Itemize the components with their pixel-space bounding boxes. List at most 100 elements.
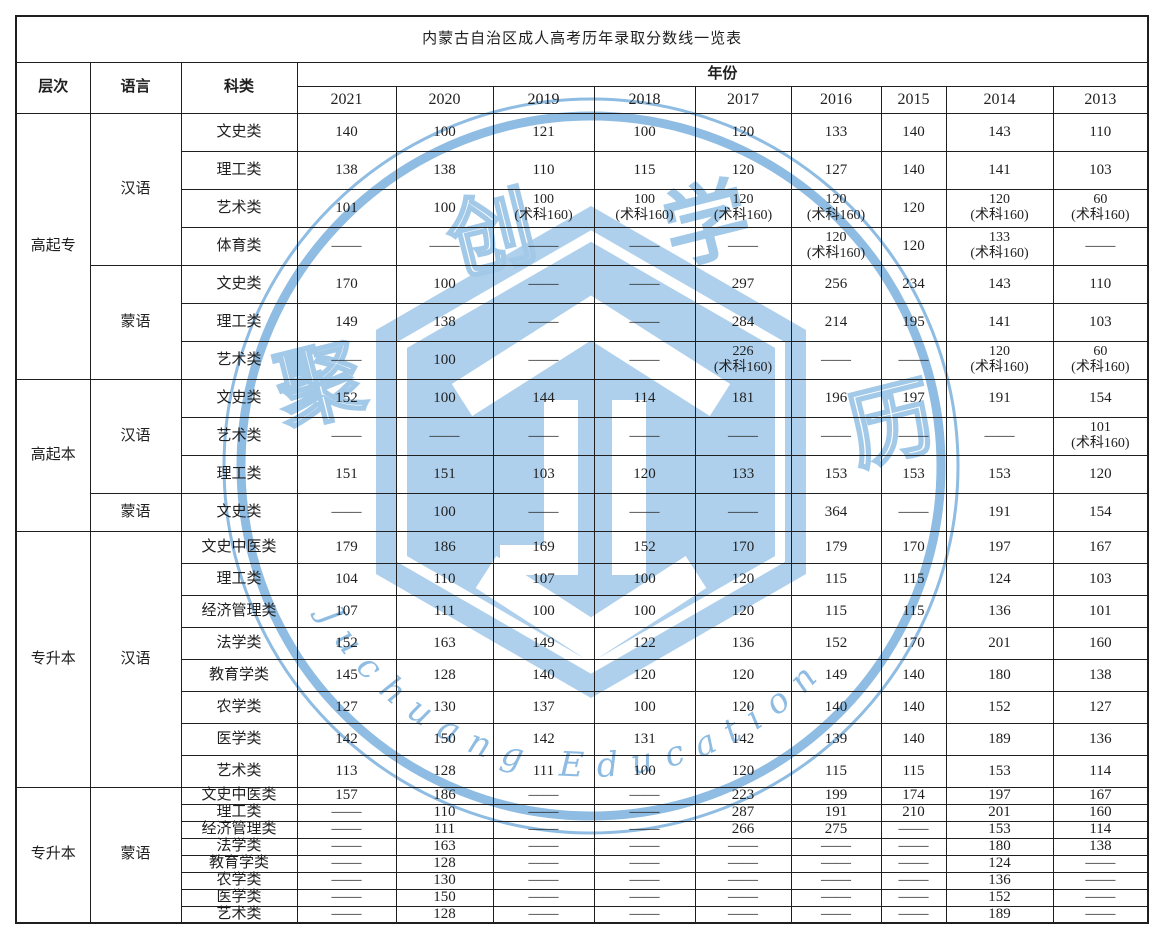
score-cell: —— [593,854,696,873]
score-cell: —— [1052,871,1149,890]
score-cell: 113 [296,754,397,788]
score-cell: 181 [694,378,792,418]
score-cell: 115 [790,594,882,628]
year-header-2015: 2015 [880,85,947,114]
score-cell: 201 [945,803,1054,822]
score-cell: 199 [790,786,882,805]
score-cell: 149 [790,658,882,692]
score-cell: 128 [395,854,494,873]
score-cell: 151 [296,454,397,494]
score-cell: —— [694,492,792,532]
score-cell: —— [296,340,397,380]
score-cell: 101 [1052,594,1149,628]
score-cell: —— [694,226,792,266]
score-cell: —— [593,888,696,907]
score-cell: 160 [1052,803,1149,822]
score-table-body: 高起专 汉语 文史类 140 100 121 100 120 133 140 143 110 理工类 13… [15,112,1149,924]
score-cell: 364 [790,492,882,532]
score-cell: —— [296,803,397,822]
score-cell: 169 [492,530,595,564]
page-title: 内蒙古自治区成人高考历年录取分数线一览表 [15,15,1149,63]
score-cell: 214 [790,302,882,342]
table-row: 艺术类 —— 100 —— —— 226 (术科160) —— —— 120 (术科160) 60… [16,340,1149,380]
score-cell: 179 [790,530,882,564]
score-cell: 100 [593,562,696,596]
score-cell: —— [880,340,947,380]
score-cell: 103 [1052,150,1149,190]
score-cell: 170 [880,626,947,660]
score-cell: 107 [492,562,595,596]
score-cell: —— [790,854,882,873]
score-cell: —— [694,905,792,924]
score-cell: 122 [593,626,696,660]
score-cell: 120 [694,562,792,596]
table-row: 教育学类 145 128 140 120 120 149 140 180 138 [16,658,1149,692]
score-cell: —— [880,871,947,890]
table-row: 法学类 —— 163 —— —— —— —— —— 180 138 [16,837,1149,856]
score-cell: —— [593,492,696,532]
score-cell: 120 [694,754,792,788]
score-cell: 100 [395,264,494,304]
score-cell: 130 [395,690,494,724]
subject-cell: 文史类 [180,264,298,304]
score-cell: —— [492,340,595,380]
year-header-2014: 2014 [945,85,1054,114]
score-cell: —— [880,820,947,839]
score-cell: 189 [945,722,1054,756]
table-row: 蒙语 文史类 —— 100 —— —— —— 364 —— 191 154 [16,492,1149,532]
subject-cell: 艺术类 [180,340,298,380]
subject-cell: 农学类 [180,690,298,724]
score-cell: 297 [694,264,792,304]
table-row: 高起本 汉语 文史类 152 100 144 114 181 196 197 191 154 [15,378,1149,532]
subject-cell: 艺术类 [180,416,298,456]
score-cell: 170 [880,530,947,564]
score-cell: 60 (术科160) [1052,340,1149,380]
score-cell: 100 [492,594,595,628]
subject-cell: 理工类 [180,454,298,494]
subject-cell: 文史类 [180,112,298,152]
score-cell: 120 [694,112,792,152]
year-header-2018: 2018 [593,85,696,114]
score-cell: 140 [880,658,947,692]
score-cell: 142 [694,722,792,756]
score-cell: —— [492,871,595,890]
language-cell: 蒙语 [89,264,182,380]
score-cell: 149 [492,626,595,660]
score-cell: 141 [945,150,1054,190]
subject-cell: 法学类 [180,837,298,856]
table-row: 教育学类 —— 128 —— —— —— —— —— 124 —— [16,854,1149,873]
score-cell: 121 [492,112,595,152]
score-cell: 140 [880,690,947,724]
table-row: 高起专 汉语 文史类 140 100 121 100 120 133 140 143 110 [15,112,1149,380]
score-cell: 180 [945,837,1054,856]
score-cell: 140 [880,150,947,190]
level-cell: 高起专 [15,112,91,380]
score-cell: —— [296,837,397,856]
score-cell: 110 [1052,264,1149,304]
score-cell: 197 [945,530,1054,564]
score-cell: 120 (术科160) [694,188,792,228]
score-cell: 107 [296,594,397,628]
score-cell: 127 [1052,690,1149,724]
score-cell: —— [593,416,696,456]
score-cell: —— [945,416,1054,456]
score-cell: 115 [880,562,947,596]
score-cell: 189 [945,905,1054,924]
score-cell: 100 [395,378,494,418]
level-cell: 专升本 [15,786,91,924]
score-cell: 120 (术科160) [790,226,882,266]
table-row: 经济管理类 107 111 100 100 120 115 115 136 101 [16,594,1149,628]
score-cell: —— [593,820,696,839]
score-cell: 152 [593,530,696,564]
score-cell: 120 [593,658,696,692]
table-row: 艺术类 101 100 100 (术科160) 100 (术科160) 120 (术科16… [16,188,1149,228]
score-cell: 149 [296,302,397,342]
score-cell: 223 [694,786,792,805]
score-cell: 150 [395,722,494,756]
score-cell: 103 [1052,302,1149,342]
score-cell: 111 [395,820,494,839]
score-cell: 167 [1052,530,1149,564]
subject-cell: 文史类 [180,378,298,418]
title-row: 内蒙古自治区成人高考历年录取分数线一览表 [15,15,1149,63]
